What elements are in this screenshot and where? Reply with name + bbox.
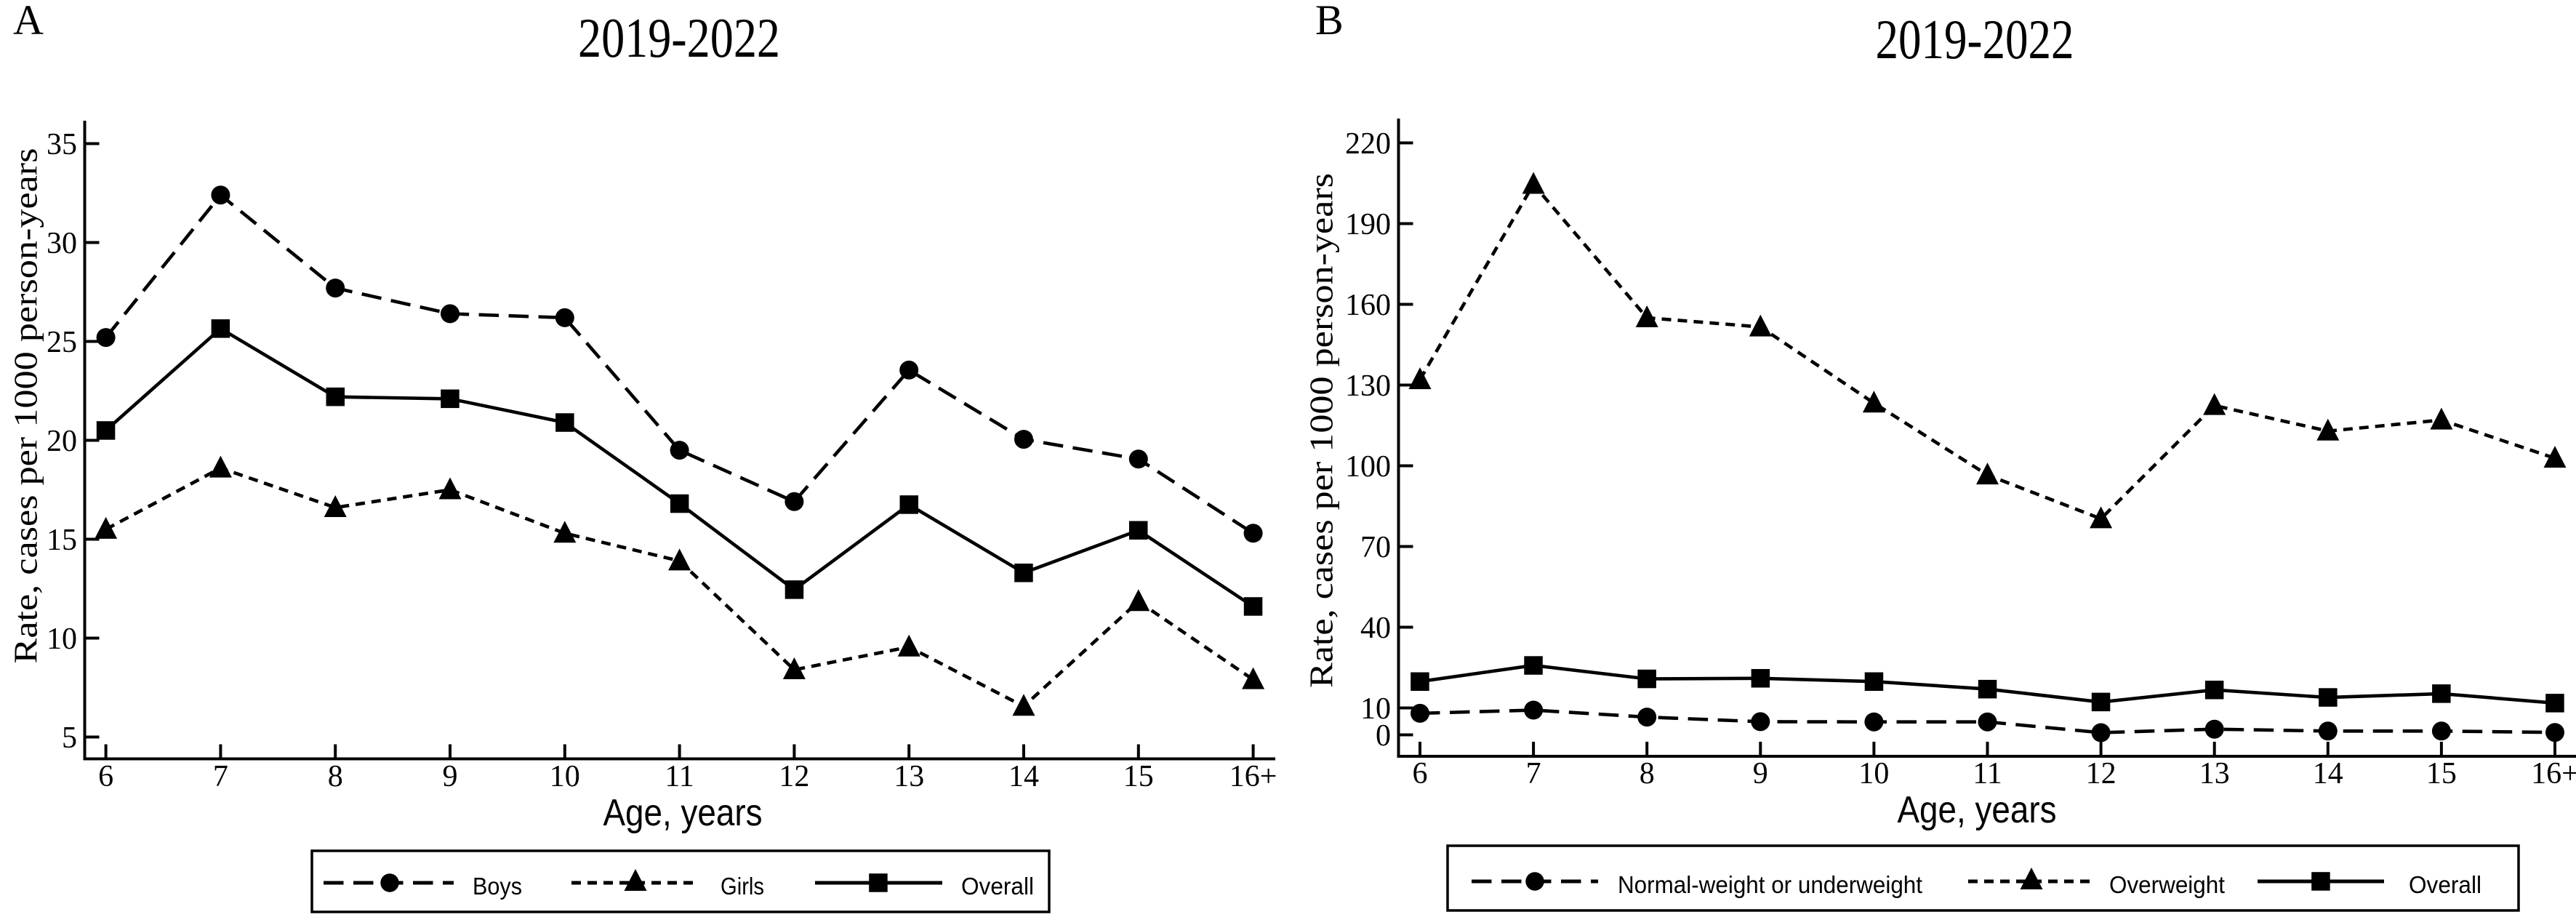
svg-text:Overall: Overall <box>2409 871 2481 898</box>
svg-text:13: 13 <box>894 760 924 793</box>
svg-text:11: 11 <box>665 760 694 793</box>
svg-text:Boys: Boys <box>473 873 522 900</box>
svg-text:Rate, cases per 1000 person-ye: Rate, cases per 1000 person-years <box>1303 173 1340 688</box>
svg-text:220: 220 <box>1345 127 1391 161</box>
svg-text:70: 70 <box>1360 531 1391 564</box>
svg-text:7: 7 <box>1526 757 1541 790</box>
svg-text:35: 35 <box>47 128 77 161</box>
svg-text:16+: 16+ <box>2531 757 2576 790</box>
svg-text:11: 11 <box>1973 757 2002 790</box>
svg-text:25: 25 <box>47 326 77 359</box>
svg-text:B: B <box>1315 0 1344 44</box>
svg-text:Normal-weight or underweight: Normal-weight or underweight <box>1618 871 1922 898</box>
svg-text:8: 8 <box>328 760 343 793</box>
svg-text:0: 0 <box>1376 719 1391 753</box>
svg-text:14: 14 <box>1008 760 1039 793</box>
svg-text:14: 14 <box>2313 757 2343 790</box>
svg-text:30: 30 <box>47 227 77 260</box>
svg-text:10: 10 <box>550 760 580 793</box>
svg-text:10: 10 <box>47 622 77 656</box>
svg-text:20: 20 <box>47 425 77 458</box>
svg-text:16+: 16+ <box>1229 760 1277 793</box>
svg-text:Overweight: Overweight <box>2109 871 2225 898</box>
svg-text:130: 130 <box>1345 369 1391 403</box>
svg-text:13: 13 <box>2199 757 2230 790</box>
svg-text:6: 6 <box>1413 757 1428 790</box>
svg-text:10: 10 <box>1858 757 1889 790</box>
svg-text:Age, years: Age, years <box>1898 789 2057 831</box>
svg-text:100: 100 <box>1345 450 1391 484</box>
svg-text:160: 160 <box>1345 289 1391 322</box>
svg-text:15: 15 <box>2426 757 2457 790</box>
svg-text:8: 8 <box>1640 757 1655 790</box>
svg-text:Rate, cases per 1000 person-ye: Rate, cases per 1000 person-years <box>7 148 44 664</box>
svg-text:A: A <box>13 0 44 44</box>
svg-text:6: 6 <box>98 760 113 793</box>
svg-text:5: 5 <box>62 721 77 755</box>
svg-text:9: 9 <box>1753 757 1768 790</box>
svg-text:2019-2022: 2019-2022 <box>1876 8 2074 71</box>
svg-text:2019-2022: 2019-2022 <box>578 7 780 69</box>
svg-text:Overall: Overall <box>961 873 1034 900</box>
svg-text:9: 9 <box>443 760 458 793</box>
svg-text:7: 7 <box>213 760 228 793</box>
svg-text:Age, years: Age, years <box>603 792 763 834</box>
svg-text:15: 15 <box>47 524 77 557</box>
svg-text:10: 10 <box>1360 692 1391 726</box>
svg-text:12: 12 <box>779 760 809 793</box>
svg-text:Girls: Girls <box>721 873 764 900</box>
svg-text:12: 12 <box>2086 757 2116 790</box>
svg-text:15: 15 <box>1123 760 1154 793</box>
svg-text:40: 40 <box>1360 612 1391 645</box>
svg-text:190: 190 <box>1345 208 1391 241</box>
